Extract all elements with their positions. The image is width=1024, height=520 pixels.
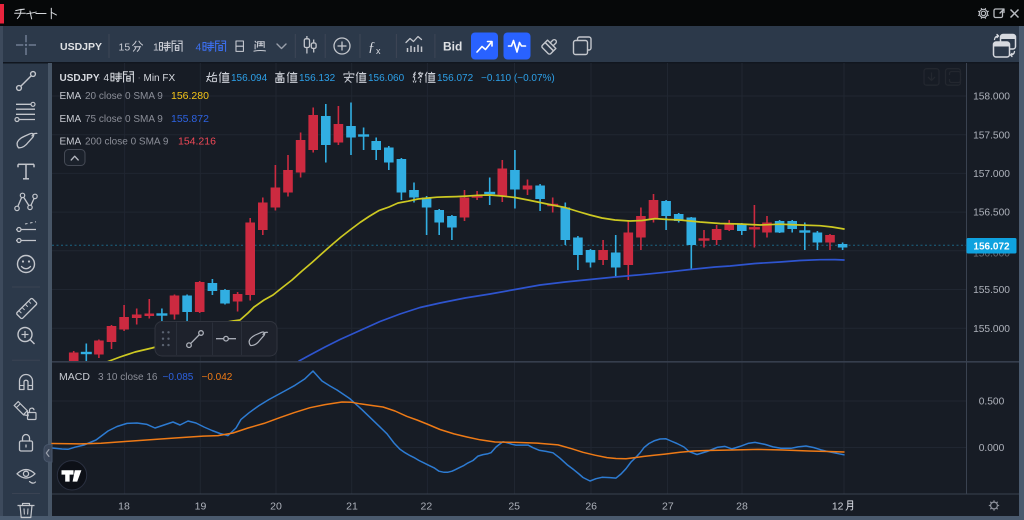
svg-text:0.000: 0.000 xyxy=(979,443,1005,454)
svg-text:1: 1 xyxy=(153,41,159,53)
svg-text:ƒ: ƒ xyxy=(368,40,375,55)
svg-text:3 10 close 16: 3 10 close 16 xyxy=(98,372,158,383)
svg-text:156.132: 156.132 xyxy=(299,73,336,84)
svg-text:18: 18 xyxy=(118,501,130,513)
svg-text:·: · xyxy=(138,73,141,84)
svg-text:155.000: 155.000 xyxy=(973,324,1010,335)
svg-text:0.500: 0.500 xyxy=(979,397,1005,408)
svg-text:EMA: EMA xyxy=(60,137,82,148)
svg-text:19: 19 xyxy=(195,501,207,513)
svg-text:USDJPY: USDJPY xyxy=(60,41,102,53)
svg-text:156.000: 156.000 xyxy=(973,249,1010,260)
svg-text:75 close 0 SMA 9: 75 close 0 SMA 9 xyxy=(85,114,163,125)
svg-text:−0.042: −0.042 xyxy=(202,372,233,383)
svg-text:EMA: EMA xyxy=(60,114,82,125)
svg-text:Bid: Bid xyxy=(443,40,462,54)
svg-text:−0.110 (−0.07%): −0.110 (−0.07%) xyxy=(481,73,555,84)
svg-text:156.500: 156.500 xyxy=(973,208,1010,219)
svg-text:USDJPY: USDJPY xyxy=(60,73,100,84)
svg-text:21: 21 xyxy=(346,501,358,513)
svg-text:x: x xyxy=(376,46,381,56)
svg-text:MACD: MACD xyxy=(59,371,90,383)
svg-text:−0.085: −0.085 xyxy=(163,372,194,383)
svg-text:157.000: 157.000 xyxy=(973,169,1010,180)
svg-text:155.872: 155.872 xyxy=(171,113,209,125)
svg-text:156.072: 156.072 xyxy=(973,242,1010,253)
svg-text:156.280: 156.280 xyxy=(171,90,209,102)
svg-text:12: 12 xyxy=(832,501,844,513)
svg-text:156.072: 156.072 xyxy=(437,73,474,84)
svg-text:200 close 0 SMA 9: 200 close 0 SMA 9 xyxy=(85,137,169,148)
svg-text:EMA: EMA xyxy=(60,91,82,102)
svg-text:4: 4 xyxy=(196,41,202,53)
svg-text:20: 20 xyxy=(270,501,282,513)
svg-text:158.000: 158.000 xyxy=(973,92,1010,103)
svg-text:·: · xyxy=(98,73,101,84)
svg-text:Min FX: Min FX xyxy=(144,73,176,84)
svg-text:157.500: 157.500 xyxy=(973,130,1010,141)
svg-text:25: 25 xyxy=(508,501,520,513)
svg-text:27: 27 xyxy=(662,501,674,513)
svg-text:28: 28 xyxy=(736,501,748,513)
svg-text:154.216: 154.216 xyxy=(178,136,216,148)
svg-text:156.060: 156.060 xyxy=(368,73,405,84)
svg-text:22: 22 xyxy=(421,501,433,513)
svg-text:156.094: 156.094 xyxy=(231,73,268,84)
svg-text:155.500: 155.500 xyxy=(973,285,1010,296)
svg-text:26: 26 xyxy=(585,501,597,513)
svg-text:15: 15 xyxy=(119,41,131,53)
svg-text:20 close 0 SMA 9: 20 close 0 SMA 9 xyxy=(85,91,163,102)
svg-text:4: 4 xyxy=(104,73,110,84)
